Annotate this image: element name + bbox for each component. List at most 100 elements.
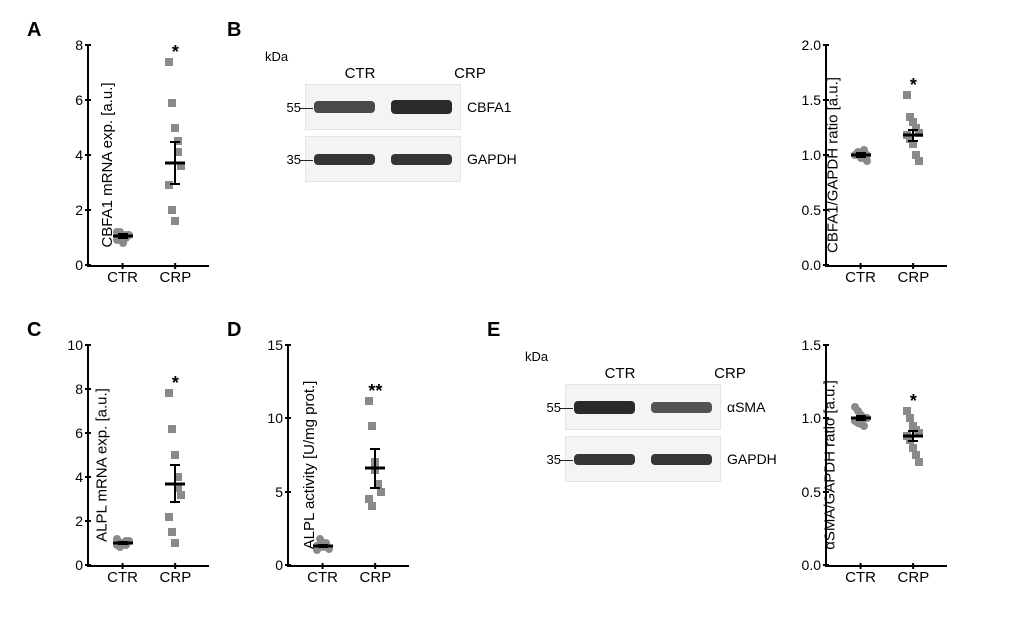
- y-tick: 6: [75, 425, 89, 441]
- x-tick: CTR: [107, 265, 138, 286]
- data-point: [168, 206, 176, 214]
- data-point: [171, 217, 179, 225]
- y-tick: 2: [75, 513, 89, 529]
- lane-area: [305, 84, 461, 130]
- lane: [306, 85, 383, 129]
- panel-A: A CBFA1 mRNA exp. [a.u.] 02468CTRCRP*: [15, 15, 215, 315]
- blot-row: 35 GAPDH: [265, 136, 525, 182]
- significance-marker: *: [172, 373, 179, 394]
- x-tick: CTR: [107, 565, 138, 586]
- mean-line: [113, 542, 133, 545]
- panel-Eq-plot: 0.00.51.01.5CTRCRP*: [825, 345, 947, 567]
- y-tick: 0.5: [802, 202, 827, 218]
- y-tick: 0.0: [802, 557, 827, 573]
- lane: [306, 137, 383, 181]
- lane: [643, 385, 720, 429]
- data-point: [171, 124, 179, 132]
- data-point: [368, 502, 376, 510]
- panel-B-label: B: [227, 19, 241, 42]
- lane-area: [565, 436, 721, 482]
- y-tick: 10: [67, 337, 89, 353]
- mean-line: [365, 467, 385, 470]
- protein-label: GAPDH: [461, 151, 525, 167]
- panel-D: D ALPL activity [U/mg prot.] 051015CTRCR…: [215, 315, 425, 615]
- mean-line: [851, 417, 871, 420]
- data-point: [171, 539, 179, 547]
- panel-A-plot: 02468CTRCRP*: [87, 45, 209, 267]
- lane: [383, 85, 460, 129]
- y-tick: 6: [75, 92, 89, 108]
- panel-A-label: A: [27, 19, 41, 42]
- data-point: [168, 99, 176, 107]
- data-point: [168, 425, 176, 433]
- y-tick: 1.5: [802, 337, 827, 353]
- panel-Bq-plot: 0.00.51.01.52.0CTRCRP*: [825, 45, 947, 267]
- y-tick: 15: [267, 337, 289, 353]
- y-tick: 10: [267, 410, 289, 426]
- panel-C-plot: 0246810CTRCRP*: [87, 345, 209, 567]
- panel-B-blot: CTRCRP 55 CBFA1 35 GAPDH: [265, 65, 525, 188]
- mw-marker: 35: [525, 452, 565, 467]
- y-tick: 2: [75, 202, 89, 218]
- mean-line: [113, 235, 133, 238]
- x-tick: CRP: [898, 265, 930, 286]
- y-tick: 5: [275, 484, 289, 500]
- band: [314, 101, 374, 113]
- mean-line: [165, 162, 185, 165]
- x-tick: CTR: [307, 565, 338, 586]
- y-tick: 2.0: [802, 37, 827, 53]
- mean-line: [851, 154, 871, 157]
- data-point: [171, 451, 179, 459]
- band: [391, 154, 451, 165]
- data-point: [377, 488, 385, 496]
- panel-C: C ALPL mRNA exp. [a.u.] 0246810CTRCRP*: [15, 315, 215, 615]
- x-tick: CTR: [845, 565, 876, 586]
- significance-marker: *: [172, 42, 179, 63]
- x-tick: CTR: [845, 265, 876, 286]
- panel-B: B kDa CTRCRP 55 CBFA1 35 GAPDH: [215, 15, 735, 315]
- y-tick: 0: [75, 557, 89, 573]
- band: [574, 454, 634, 465]
- x-tick: CRP: [160, 565, 192, 586]
- figure-grid: A CBFA1 mRNA exp. [a.u.] 02468CTRCRP* B …: [15, 15, 1005, 615]
- y-tick: 0: [75, 257, 89, 273]
- kda-label: kDa: [265, 49, 288, 64]
- mw-marker: 35: [265, 152, 305, 167]
- blot-column-label: CTR: [305, 65, 415, 82]
- band: [651, 402, 711, 413]
- blot-row: 55 CBFA1: [265, 84, 525, 130]
- lane: [566, 437, 643, 481]
- data-point: [168, 528, 176, 536]
- band: [391, 100, 451, 114]
- data-point: [915, 458, 923, 466]
- mean-line: [903, 434, 923, 437]
- band: [574, 401, 634, 414]
- x-tick: CRP: [898, 565, 930, 586]
- x-tick: CRP: [360, 565, 392, 586]
- y-tick: 0.5: [802, 484, 827, 500]
- blot-column-label: CTR: [565, 365, 675, 382]
- data-point: [915, 157, 923, 165]
- mean-line: [903, 134, 923, 137]
- lane: [643, 437, 720, 481]
- y-tick: 0.0: [802, 257, 827, 273]
- lane: [566, 385, 643, 429]
- panel-D-label: D: [227, 319, 241, 342]
- panel-C-label: C: [27, 319, 41, 342]
- y-tick: 8: [75, 37, 89, 53]
- lane: [383, 137, 460, 181]
- band: [314, 154, 374, 165]
- significance-marker: *: [910, 391, 917, 412]
- mw-marker: 55: [265, 100, 305, 115]
- panel-B-quant: CBFA1/GAPDH ratio [a.u.] 0.00.51.01.52.0…: [735, 15, 1015, 315]
- mw-marker: 55: [525, 400, 565, 415]
- significance-marker: *: [910, 75, 917, 96]
- kda-label-E: kDa: [525, 349, 548, 364]
- significance-marker: **: [368, 381, 382, 402]
- y-tick: 1.0: [802, 147, 827, 163]
- protein-label: CBFA1: [461, 99, 525, 115]
- panel-E-quant: αSMA/GAPDH ratio [a.u.] 0.00.51.01.5CTRC…: [735, 315, 1015, 615]
- blot-column-label: CRP: [415, 65, 525, 82]
- mean-line: [313, 544, 333, 547]
- y-tick: 4: [75, 147, 89, 163]
